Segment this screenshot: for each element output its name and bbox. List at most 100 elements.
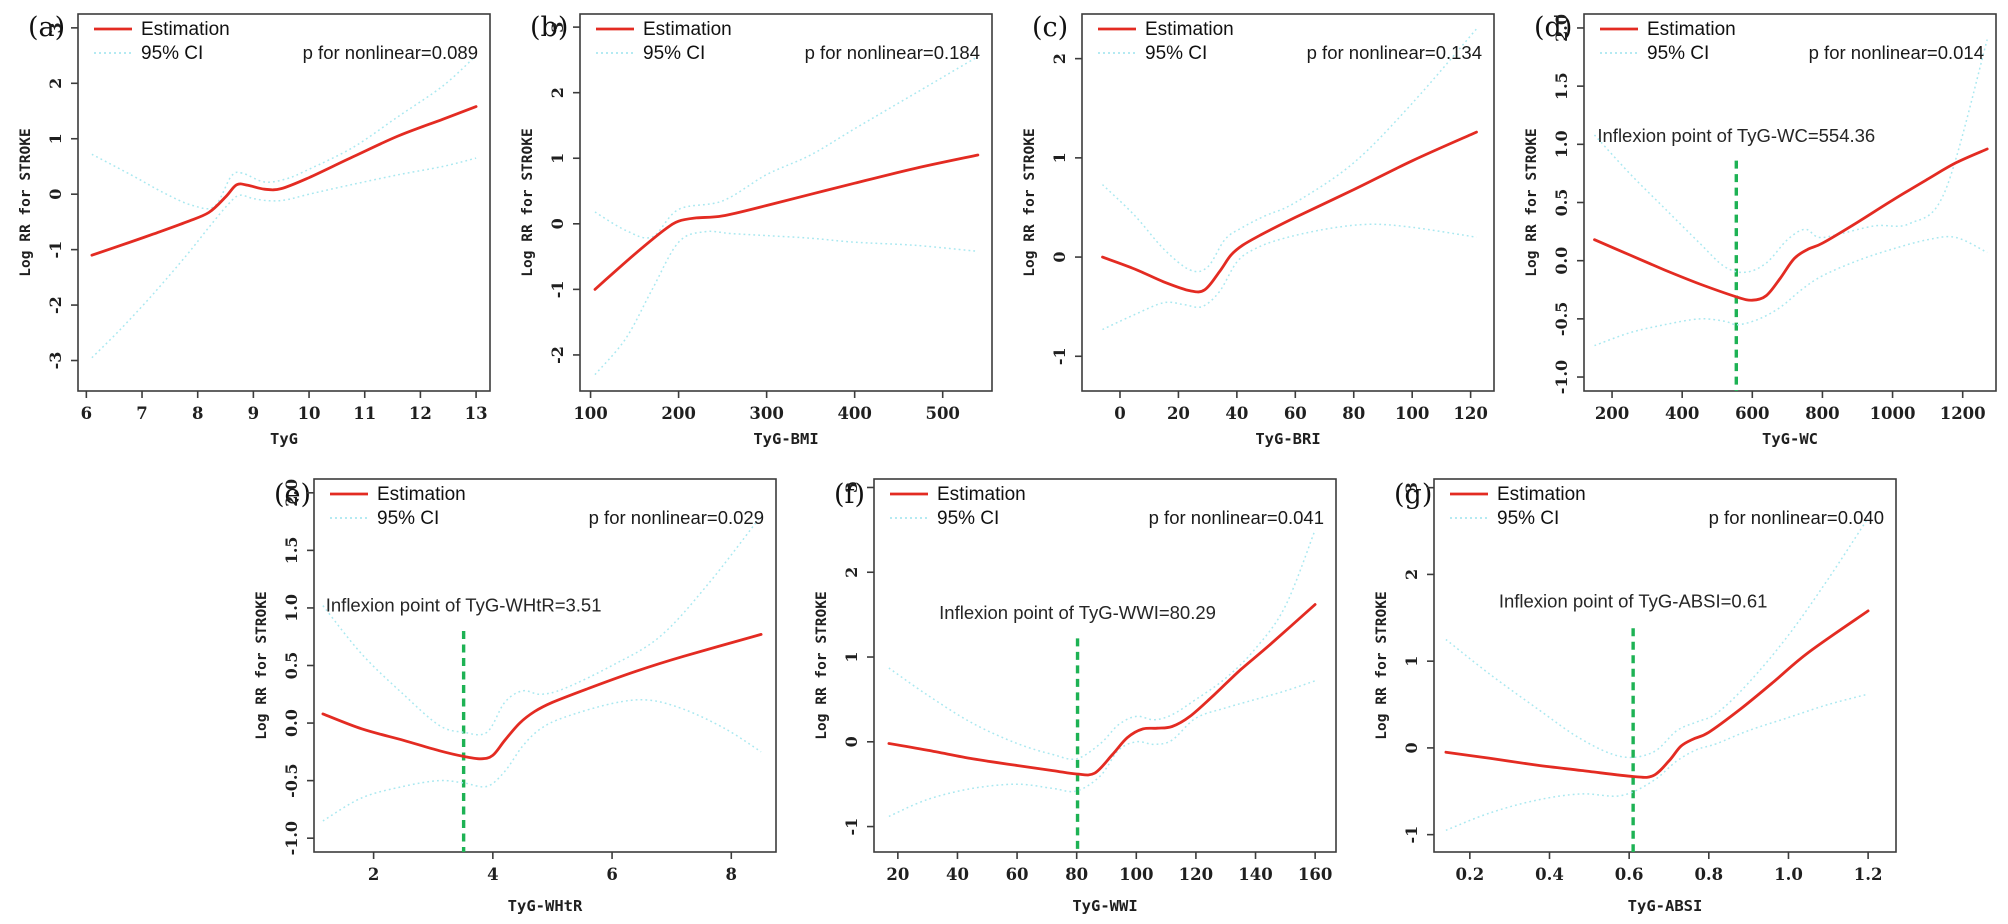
legend-estimation-label: Estimation xyxy=(937,484,1026,505)
svg-text:1.5: 1.5 xyxy=(282,536,301,564)
ci-upper-line xyxy=(322,515,762,736)
legend-ci-label: 95% CI xyxy=(643,43,705,64)
legend: Estimation 95% CI xyxy=(330,484,466,529)
x-axis-label: TyG-WHtR xyxy=(508,897,583,915)
panel-letter: (a) xyxy=(28,12,65,43)
x-axis: 0 20 40 60 80 100 120 xyxy=(1114,391,1488,423)
legend: Estimation 95% CI xyxy=(1450,484,1586,529)
y-axis: 3 2 1 0 -1 xyxy=(842,482,874,836)
ci-upper-line xyxy=(91,55,477,210)
svg-text:80: 80 xyxy=(1342,404,1365,423)
svg-text:200: 200 xyxy=(661,404,695,423)
x-axis: 0.2 0.4 0.6 0.8 1.0 1.2 xyxy=(1455,852,1882,884)
svg-text:100: 100 xyxy=(1395,404,1429,423)
x-axis: 200 400 600 800 1000 1200 xyxy=(1595,391,1986,423)
panel-g: (g) 0.2 0.4 0.6 0.8 1.0 1.2 TyG-ABSI 3 2 1 0 -1 Log R… xyxy=(1350,463,1910,922)
svg-text:1: 1 xyxy=(842,651,861,662)
svg-text:1.0: 1.0 xyxy=(1552,130,1571,158)
panel-b: (b) 100 200 300 400 500 TyG-BMI 3 2 1 0 -1 -2 Log RR … xyxy=(502,0,1004,455)
y-axis-label: Log RR for STROKE xyxy=(1022,128,1038,276)
plot-box xyxy=(313,478,777,853)
svg-text:20: 20 xyxy=(886,865,909,884)
panel-a: (a) 6 7 8 9 10 11 12 13 TyG 3 2 1 0 -1 -2 -3 Log RR for S… xyxy=(0,0,502,455)
svg-text:120: 120 xyxy=(1179,865,1213,884)
y-axis: 2 1 0 -1 xyxy=(1050,53,1082,365)
svg-text:1: 1 xyxy=(1402,656,1421,667)
estimation-line xyxy=(593,153,980,291)
svg-text:10: 10 xyxy=(298,404,321,423)
svg-text:0.0: 0.0 xyxy=(282,709,301,737)
svg-text:13: 13 xyxy=(465,404,488,423)
ci-lower-line xyxy=(594,230,978,376)
legend-ci-label: 95% CI xyxy=(141,43,203,64)
figure-row-top: (a) 6 7 8 9 10 11 12 13 TyG 3 2 1 0 -1 -2 -3 Log RR for S… xyxy=(0,0,2008,455)
spline-chart-b: (b) 100 200 300 400 500 TyG-BMI 3 2 1 0 -1 -2 Log RR … xyxy=(520,12,993,448)
ci-lower-line xyxy=(1594,235,1988,347)
x-axis-label: TyG-ABSI xyxy=(1628,897,1703,915)
x-axis: 2 4 6 8 xyxy=(368,852,737,884)
svg-text:0: 0 xyxy=(1114,404,1125,423)
y-axis-label: Log RR for STROKE xyxy=(520,128,536,276)
ci-upper-line xyxy=(1101,28,1478,273)
y-axis-label: Log RR for STROKE xyxy=(1524,128,1540,276)
svg-text:20: 20 xyxy=(1167,404,1190,423)
y-axis-label: Log RR for STROKE xyxy=(254,591,270,739)
svg-text:1200: 1200 xyxy=(1940,404,1986,423)
svg-text:2: 2 xyxy=(1050,53,1069,64)
svg-text:200: 200 xyxy=(1595,404,1629,423)
svg-text:8: 8 xyxy=(726,865,737,884)
svg-text:0: 0 xyxy=(1402,742,1421,753)
svg-text:7: 7 xyxy=(136,404,147,423)
panel-letter: (g) xyxy=(1394,479,1432,510)
svg-text:400: 400 xyxy=(837,404,871,423)
x-axis-label: TyG-WC xyxy=(1762,430,1818,448)
svg-text:2.0: 2.0 xyxy=(1552,14,1571,42)
ci-lower-line xyxy=(91,157,477,359)
svg-text:1: 1 xyxy=(1050,152,1069,163)
plot-box xyxy=(1583,13,1997,392)
p-nonlinear-label: p for nonlinear=0.040 xyxy=(1709,507,1884,528)
legend: Estimation 95% CI xyxy=(94,19,230,64)
svg-text:8: 8 xyxy=(192,404,203,423)
estimation-line xyxy=(1593,147,1989,302)
svg-text:-3: -3 xyxy=(46,352,65,370)
svg-text:0: 0 xyxy=(842,736,861,747)
svg-text:0: 0 xyxy=(46,189,65,200)
y-axis: 3 2 1 0 -1 -2 xyxy=(548,22,580,364)
svg-text:1.0: 1.0 xyxy=(282,594,301,622)
x-axis-label: TyG-BRI xyxy=(1255,430,1320,448)
svg-text:100: 100 xyxy=(1119,865,1153,884)
plot-box xyxy=(77,13,491,392)
inflexion-label: Inflexion point of TyG-WC=554.36 xyxy=(1597,125,1875,146)
spline-chart-e: (e) 2 4 6 8 TyG-WHtR 2.0 1.5 1.0 0.5 0.0 -0.5 -1.0 Lo… xyxy=(254,478,777,915)
panel-d: (d) 200 400 600 800 1000 1200 TyG-WC 2.0 1.5 1.0 0.… xyxy=(1506,0,2008,455)
ci-lower-line xyxy=(1102,223,1477,331)
x-axis-label: TyG-BMI xyxy=(753,430,818,448)
panel-e: (e) 2 4 6 8 TyG-WHtR 2.0 1.5 1.0 0.5 0.0 -0.5 -1.0 Lo… xyxy=(230,463,790,922)
inflexion-label: Inflexion point of TyG-WHtR=3.51 xyxy=(326,594,602,615)
legend-ci-label: 95% CI xyxy=(1497,508,1559,529)
legend-estimation-label: Estimation xyxy=(141,19,230,40)
svg-text:-1: -1 xyxy=(842,818,861,836)
spline-chart-c: (c) 0 20 40 60 80 100 120 TyG-BRI 2 1 0 -1 Log RR for… xyxy=(1022,12,1495,448)
spline-chart-f: (f) 20 40 60 80 100 120 140 160 TyG-WWI 3 2 1 0 -1 Log … xyxy=(814,478,1337,915)
legend-ci-label: 95% CI xyxy=(937,508,999,529)
svg-text:2.0: 2.0 xyxy=(282,479,301,507)
svg-text:12: 12 xyxy=(409,404,432,423)
svg-text:1.2: 1.2 xyxy=(1854,865,1883,884)
svg-text:0.5: 0.5 xyxy=(282,652,301,680)
svg-text:100: 100 xyxy=(573,404,607,423)
x-axis-label: TyG-WWI xyxy=(1072,897,1137,915)
legend-estimation-label: Estimation xyxy=(1497,484,1586,505)
svg-text:0.6: 0.6 xyxy=(1615,865,1644,884)
svg-text:2: 2 xyxy=(46,78,65,89)
plot-box xyxy=(579,13,993,392)
legend: Estimation 95% CI xyxy=(596,19,732,64)
svg-text:3: 3 xyxy=(1402,482,1421,493)
svg-text:400: 400 xyxy=(1665,404,1699,423)
x-axis-label: TyG xyxy=(270,430,298,448)
svg-text:2: 2 xyxy=(368,865,379,884)
p-nonlinear-label: p for nonlinear=0.014 xyxy=(1809,42,1984,63)
svg-text:1000: 1000 xyxy=(1870,404,1916,423)
svg-text:-0.5: -0.5 xyxy=(1552,302,1571,336)
